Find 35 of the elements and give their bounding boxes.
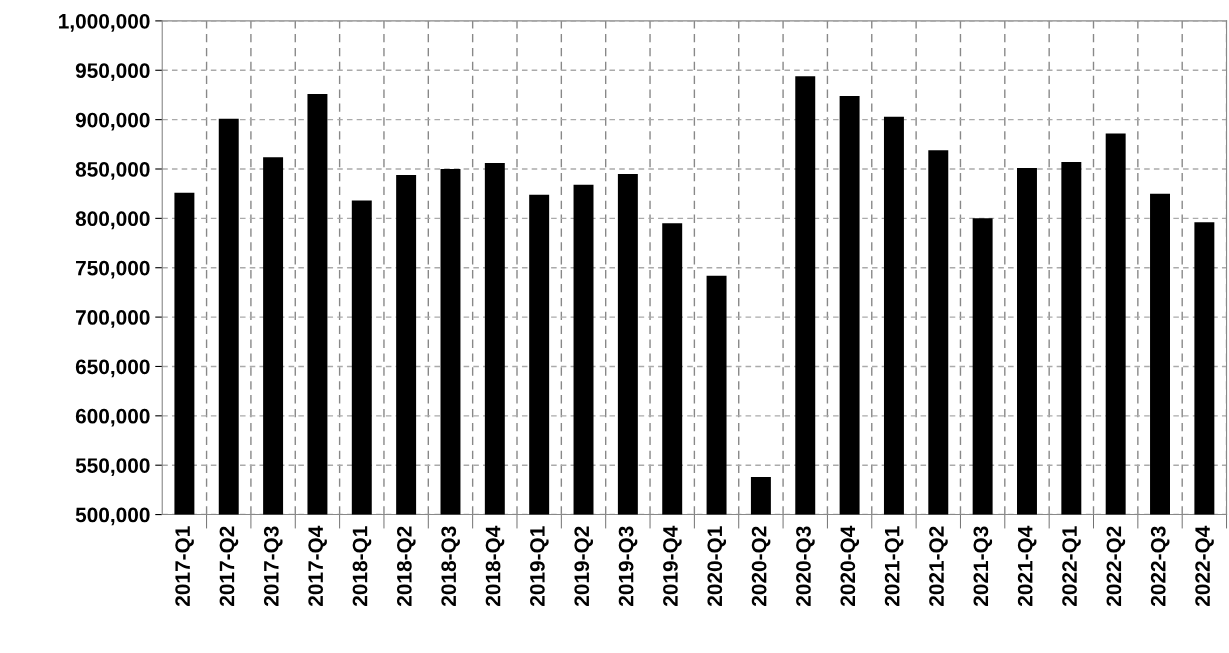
y-tick-label: 800,000 [75, 211, 150, 230]
x-tick-label: 2020-Q4 [840, 525, 860, 607]
y-tick-label: 1,000,000 [59, 13, 150, 32]
x-tick-label: 2018-Q4 [485, 525, 505, 607]
x-tick-label: 2017-Q3 [263, 526, 283, 607]
x-tick-label: 2017-Q1 [175, 526, 194, 607]
y-tick-label: 650,000 [75, 359, 150, 378]
x-tick-label: 2021-Q1 [884, 526, 904, 607]
x-tick-label: 2018-Q3 [441, 526, 460, 607]
x-tick-label: 2017-Q2 [219, 526, 239, 607]
y-tick-label: 700,000 [76, 310, 150, 328]
y-tick-label: 750,000 [76, 260, 150, 279]
x-tick-label: 2017-Q4 [308, 525, 327, 607]
x-tick-label: 2019-Q3 [618, 526, 638, 607]
x-tick-label: 2022-Q2 [1106, 526, 1126, 607]
x-tick-label: 2020-Q1 [707, 526, 727, 607]
x-tick-label: 2022-Q1 [1062, 526, 1081, 607]
y-tick-label: 600,000 [75, 408, 150, 427]
x-tick-label: 2018-Q1 [352, 526, 372, 607]
y-tick-label: 900,000 [75, 112, 150, 131]
x-tick-label: 2021-Q3 [973, 526, 993, 607]
x-tick-label: 2020-Q3 [796, 526, 815, 607]
x-tick-label: 2019-Q1 [530, 526, 549, 607]
y-tick-label: 500,000 [75, 507, 150, 526]
x-tick-label: 2022-Q4 [1195, 525, 1214, 607]
x-tick-label: 2022-Q3 [1150, 526, 1170, 607]
x-tick-label: 2019-Q4 [663, 525, 682, 607]
x-tick-label: 2020-Q2 [751, 526, 771, 607]
y-tick-label: 950,000 [75, 63, 150, 82]
x-tick-label: 2021-Q4 [1017, 525, 1037, 607]
x-tick-label: 2021-Q2 [929, 526, 948, 607]
y-tick-label: 850,000 [75, 162, 150, 180]
x-tick-label: 2018-Q2 [396, 526, 416, 607]
y-tick-label: 550,000 [75, 458, 150, 476]
x-tick-label: 2019-Q2 [574, 526, 593, 607]
